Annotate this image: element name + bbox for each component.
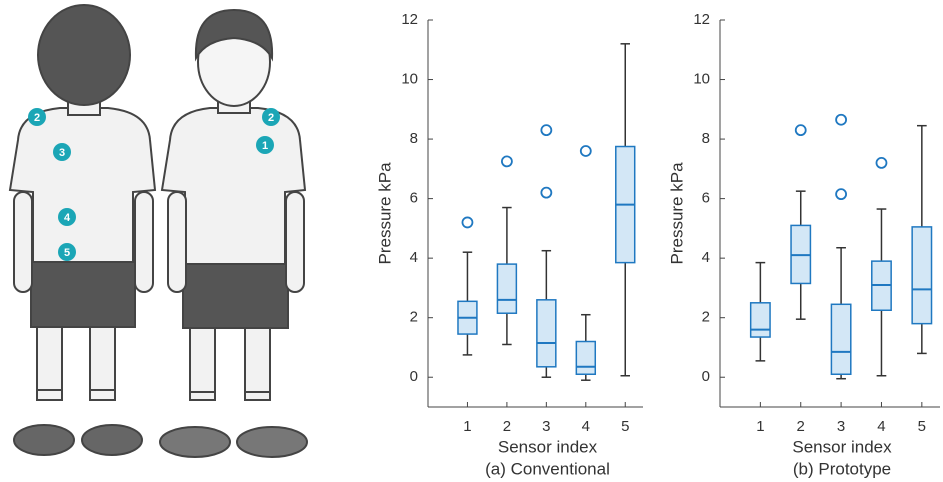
page: 2 3 4 5 2 1 024681012Pressure kPaSensor … [0, 0, 943, 482]
outlier [541, 188, 551, 198]
x-tick-label: 4 [877, 418, 885, 435]
sensor-marker: 5 [58, 243, 76, 261]
outlier [462, 217, 472, 227]
x-axis-label: Sensor index [498, 437, 598, 456]
x-tick-label: 2 [503, 418, 511, 435]
y-tick-label: 12 [401, 11, 418, 28]
y-tick-label: 10 [693, 71, 710, 88]
outlier [502, 156, 512, 166]
y-tick-label: 2 [410, 309, 418, 326]
x-tick-label: 3 [837, 418, 845, 435]
sensor-marker: 4 [58, 208, 76, 226]
y-tick-label: 0 [702, 368, 710, 385]
sensor-marker: 1 [256, 136, 274, 154]
x-tick-label: 1 [756, 418, 764, 435]
box [912, 227, 931, 324]
x-tick-label: 4 [582, 418, 590, 435]
outlier [581, 146, 591, 156]
sensor-marker: 2 [262, 108, 280, 126]
illustration [10, 5, 307, 457]
x-tick-label: 5 [918, 418, 926, 435]
y-axis-label: Pressure kPa [667, 162, 686, 265]
box [576, 342, 595, 375]
x-axis-label: Sensor index [792, 437, 892, 456]
figure: 2 3 4 5 2 1 024681012Pressure kPaSensor … [0, 0, 943, 482]
outlier [541, 125, 551, 135]
marker-label: 2 [268, 112, 274, 124]
y-tick-label: 2 [702, 309, 710, 326]
sensor-marker: 3 [53, 143, 71, 161]
box [831, 304, 850, 374]
y-tick-label: 4 [702, 249, 710, 266]
sensor-marker: 2 [28, 108, 46, 126]
y-tick-label: 10 [401, 71, 418, 88]
outlier [836, 189, 846, 199]
box [537, 300, 556, 367]
box [751, 303, 770, 337]
marker-label: 5 [64, 247, 70, 259]
outlier [836, 115, 846, 125]
chart-title: (a) Conventional [485, 459, 610, 478]
child-front [160, 10, 307, 457]
x-tick-label: 2 [797, 418, 805, 435]
child-back [10, 5, 155, 455]
marker-label: 1 [262, 140, 268, 152]
marker-label: 4 [64, 212, 71, 224]
y-axis-label: Pressure kPa [375, 162, 394, 265]
outlier [876, 158, 886, 168]
y-tick-label: 6 [410, 190, 418, 207]
y-tick-label: 8 [410, 130, 418, 147]
x-tick-label: 1 [463, 418, 471, 435]
y-tick-label: 4 [410, 249, 418, 266]
y-tick-label: 8 [702, 130, 710, 147]
chart-title: (b) Prototype [793, 459, 891, 478]
x-tick-label: 3 [542, 418, 550, 435]
marker-label: 3 [59, 147, 65, 159]
x-tick-label: 5 [621, 418, 629, 435]
y-tick-label: 0 [410, 368, 418, 385]
y-tick-label: 12 [693, 11, 710, 28]
marker-label: 2 [34, 112, 40, 124]
y-tick-label: 6 [702, 190, 710, 207]
box [497, 264, 516, 313]
outlier [796, 125, 806, 135]
